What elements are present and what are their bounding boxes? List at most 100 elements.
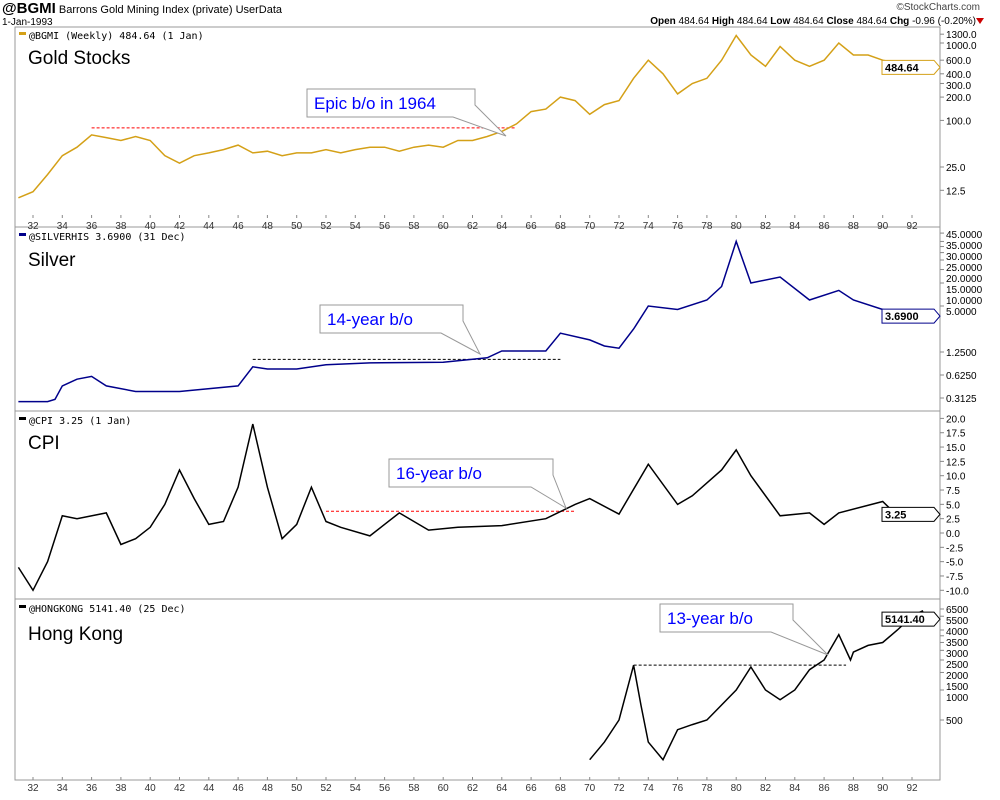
legend-swatch bbox=[19, 417, 26, 420]
last-value-tag bbox=[881, 506, 941, 522]
x-tick-label: 88 bbox=[848, 783, 860, 794]
x-tick-label: 86 bbox=[819, 221, 831, 232]
last-value-label: 484.64 bbox=[885, 62, 920, 74]
x-tick-label: 64 bbox=[496, 783, 508, 794]
y-tick-label: 10.0000 bbox=[946, 296, 983, 307]
x-tick-label: 48 bbox=[262, 221, 274, 232]
x-tick-label: 82 bbox=[760, 221, 772, 232]
x-tick-label: 72 bbox=[613, 221, 625, 232]
callout-box bbox=[319, 304, 482, 356]
callout-text: Epic b/o in 1964 bbox=[314, 94, 436, 113]
x-tick-label: 42 bbox=[174, 783, 186, 794]
series-line bbox=[17, 423, 927, 592]
down-arrow-icon bbox=[976, 18, 984, 24]
x-tick-label: 46 bbox=[233, 221, 245, 232]
x-tick-label: 76 bbox=[672, 221, 684, 232]
y-tick-label: 3000 bbox=[946, 649, 969, 660]
y-tick-label: 1300.0 bbox=[946, 30, 977, 41]
high-value: 484.64 bbox=[736, 16, 768, 27]
panel-2: 45.000035.000030.000025.000020.000015.00… bbox=[15, 226, 983, 405]
x-tick-label: 88 bbox=[848, 221, 860, 232]
legend-label: @SILVERHIS 3.6900 (31 Dec) bbox=[29, 232, 186, 243]
x-tick-label: 62 bbox=[467, 783, 479, 794]
x-tick-label: 92 bbox=[906, 221, 918, 232]
y-tick-label: 1500 bbox=[946, 682, 969, 693]
x-tick-label: 46 bbox=[233, 783, 245, 794]
y-tick-label: 500 bbox=[946, 716, 963, 727]
x-tick-label: 78 bbox=[701, 783, 713, 794]
x-tick-label: 56 bbox=[379, 221, 391, 232]
ohlc-readout: Open 484.64 High 484.64 Low 484.64 Close… bbox=[650, 16, 976, 27]
x-tick-label: 40 bbox=[145, 783, 157, 794]
x-tick-label: 48 bbox=[262, 783, 274, 794]
y-tick-label: 300.0 bbox=[946, 81, 971, 92]
y-tick-label: 0.6250 bbox=[946, 371, 977, 382]
x-tick-label: 38 bbox=[115, 221, 127, 232]
y-tick-label: 0.0 bbox=[946, 529, 960, 540]
panel-title: Gold Stocks bbox=[28, 48, 130, 69]
legend-swatch bbox=[19, 233, 26, 236]
callout-text: 14-year b/o bbox=[327, 310, 413, 329]
callout-box bbox=[659, 603, 829, 656]
series-line bbox=[589, 609, 928, 762]
low-label: Low bbox=[770, 16, 791, 27]
x-tick-label: 66 bbox=[526, 221, 538, 232]
y-tick-label: 25.0 bbox=[946, 163, 966, 174]
y-tick-label: 45.0000 bbox=[946, 230, 983, 241]
x-tick-label: 32 bbox=[27, 221, 39, 232]
x-tick-label: 74 bbox=[643, 221, 655, 232]
close-value: 484.64 bbox=[856, 16, 888, 27]
callout-box bbox=[306, 88, 507, 137]
chart-title: Barrons Gold Mining Index (private) bbox=[58, 4, 233, 16]
y-tick-label: 3500 bbox=[946, 638, 969, 649]
x-tick-label: 38 bbox=[115, 783, 127, 794]
legend-label: @HONGKONG 5141.40 (25 Dec) bbox=[29, 604, 186, 615]
y-tick-label: 2500 bbox=[946, 660, 969, 671]
y-tick-label: 1000.0 bbox=[946, 41, 977, 52]
panel-title: Hong Kong bbox=[28, 624, 123, 645]
x-tick-label: 44 bbox=[203, 783, 215, 794]
x-tick-label: 66 bbox=[526, 783, 538, 794]
y-tick-label: 7.5 bbox=[946, 486, 960, 497]
y-tick-label: 20.0 bbox=[946, 414, 966, 425]
y-tick-label: 5.0000 bbox=[946, 307, 977, 318]
legend-swatch bbox=[19, 605, 26, 608]
x-tick-label: 70 bbox=[584, 783, 596, 794]
x-tick-label: 58 bbox=[408, 221, 420, 232]
x-tick-label: 60 bbox=[438, 221, 450, 232]
last-value-tag bbox=[881, 59, 941, 75]
chart-header: @BGMI Barrons Gold Mining Index (private… bbox=[2, 0, 282, 17]
series-line bbox=[18, 239, 927, 403]
y-tick-label: 2000 bbox=[946, 671, 969, 682]
y-tick-label: 0.3125 bbox=[946, 394, 977, 405]
callout-text: 16-year b/o bbox=[396, 464, 482, 483]
x-tick-label: 68 bbox=[555, 783, 567, 794]
x-tick-label: 40 bbox=[145, 221, 157, 232]
x-tick-label: 84 bbox=[789, 783, 801, 794]
symbol: @BGMI bbox=[2, 0, 56, 17]
chg-label: Chg bbox=[889, 16, 910, 27]
x-tick-label: 52 bbox=[320, 221, 332, 232]
close-label: Close bbox=[826, 16, 854, 27]
y-tick-label: 12.5 bbox=[946, 186, 966, 197]
last-value-label: 5141.40 bbox=[885, 614, 925, 626]
y-tick-label: 200.0 bbox=[946, 93, 971, 104]
x-tick-label: 68 bbox=[555, 221, 567, 232]
x-tick-label: 92 bbox=[906, 783, 918, 794]
x-tick-label: 90 bbox=[877, 221, 889, 232]
y-tick-label: 5500 bbox=[946, 616, 969, 627]
panel-title: CPI bbox=[28, 433, 60, 454]
y-tick-label: 5.0 bbox=[946, 500, 960, 511]
x-tick-label: 32 bbox=[27, 783, 39, 794]
y-tick-label: 4000 bbox=[946, 627, 969, 638]
x-tick-label: 72 bbox=[613, 783, 625, 794]
y-tick-label: -5.0 bbox=[946, 558, 964, 569]
y-tick-label: 17.5 bbox=[946, 429, 966, 440]
low-value: 484.64 bbox=[793, 16, 824, 27]
x-tick-label: 82 bbox=[760, 783, 772, 794]
x-tick-label: 36 bbox=[86, 783, 98, 794]
x-tick-label: 54 bbox=[350, 783, 362, 794]
y-tick-label: 30.0000 bbox=[946, 252, 983, 263]
x-tick-label: 58 bbox=[408, 783, 420, 794]
